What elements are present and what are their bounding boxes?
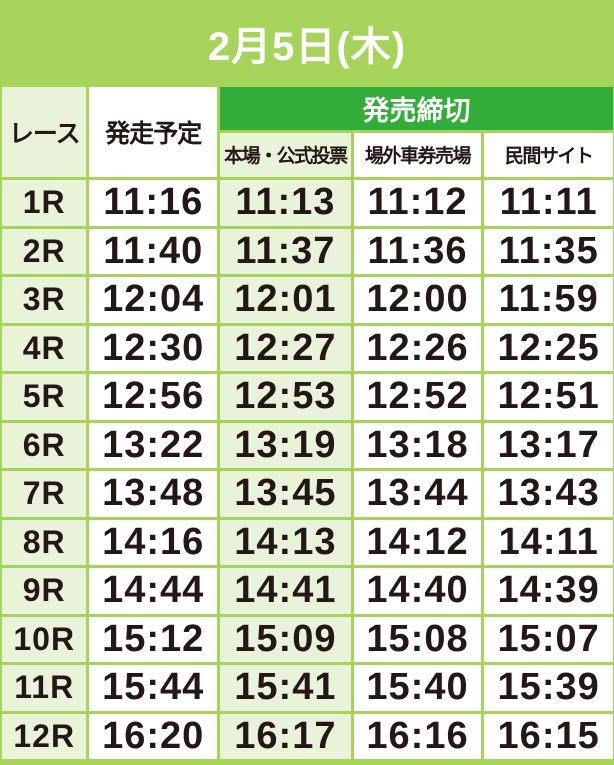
race-number: 8R (2, 519, 87, 565)
table-row: 5R 12:56 12:53 12:52 12:51 (2, 374, 613, 420)
deadline-main-venue: 11:13 (220, 180, 351, 226)
header-offsite: 場外車券売場 (353, 132, 482, 177)
start-time: 12:30 (89, 325, 218, 371)
race-number: 2R (2, 228, 87, 274)
deadline-main-venue: 13:45 (220, 471, 351, 517)
deadline-private-site: 11:11 (484, 180, 613, 226)
deadline-main-venue: 15:41 (220, 665, 351, 711)
deadline-offsite: 13:18 (353, 422, 482, 468)
header-race: レース (2, 87, 87, 177)
table-row: 1R 11:16 11:13 11:12 11:11 (2, 180, 613, 226)
start-time: 14:44 (89, 568, 218, 614)
deadline-offsite: 12:52 (353, 374, 482, 420)
header-start-time: 発走予定 (89, 87, 218, 177)
race-number: 12R (2, 713, 87, 759)
race-number: 9R (2, 568, 87, 614)
deadline-private-site: 11:59 (484, 277, 613, 323)
deadline-main-venue: 14:41 (220, 568, 351, 614)
deadline-main-venue: 15:09 (220, 616, 351, 662)
header-main-venue: 本場・公式投票 (220, 132, 351, 177)
deadline-offsite: 15:40 (353, 665, 482, 711)
start-time: 16:20 (89, 713, 218, 759)
start-time: 13:22 (89, 422, 218, 468)
start-time: 11:40 (89, 228, 218, 274)
race-number: 1R (2, 180, 87, 226)
table-row: 6R 13:22 13:19 13:18 13:17 (2, 422, 613, 468)
deadline-main-venue: 16:17 (220, 713, 351, 759)
start-time: 11:16 (89, 180, 218, 226)
deadline-main-venue: 14:13 (220, 519, 351, 565)
deadline-private-site: 16:15 (484, 713, 613, 759)
deadline-private-site: 14:11 (484, 519, 613, 565)
deadline-offsite: 12:00 (353, 277, 482, 323)
deadline-private-site: 14:39 (484, 568, 613, 614)
race-schedule-table: レース 発走予定 発売締切 本場・公式投票 場外車券売場 民間サイト 1R 11:… (0, 84, 614, 762)
header-deadline: 発売締切 (220, 87, 613, 130)
deadline-offsite: 13:44 (353, 471, 482, 517)
table-row: 12R 16:20 16:17 16:16 16:15 (2, 713, 613, 759)
deadline-private-site: 13:17 (484, 422, 613, 468)
deadline-private-site: 11:35 (484, 228, 613, 274)
start-time: 12:04 (89, 277, 218, 323)
deadline-offsite: 11:12 (353, 180, 482, 226)
deadline-private-site: 15:07 (484, 616, 613, 662)
start-time: 15:12 (89, 616, 218, 662)
deadline-main-venue: 12:53 (220, 374, 351, 420)
deadline-offsite: 16:16 (353, 713, 482, 759)
start-time: 12:56 (89, 374, 218, 420)
race-number: 6R (2, 422, 87, 468)
header-private-site: 民間サイト (484, 132, 613, 177)
deadline-main-venue: 13:19 (220, 422, 351, 468)
deadline-private-site: 13:43 (484, 471, 613, 517)
deadline-offsite: 15:08 (353, 616, 482, 662)
table-row: 9R 14:44 14:41 14:40 14:39 (2, 568, 613, 614)
race-number: 4R (2, 325, 87, 371)
deadline-main-venue: 11:37 (220, 228, 351, 274)
race-number: 11R (2, 665, 87, 711)
deadline-private-site: 12:51 (484, 374, 613, 420)
race-number: 7R (2, 471, 87, 517)
table-row: 11R 15:44 15:41 15:40 15:39 (2, 665, 613, 711)
start-time: 13:48 (89, 471, 218, 517)
deadline-private-site: 15:39 (484, 665, 613, 711)
table-row: 4R 12:30 12:27 12:26 12:25 (2, 325, 613, 371)
table-row: 2R 11:40 11:37 11:36 11:35 (2, 228, 613, 274)
start-time: 14:16 (89, 519, 218, 565)
deadline-offsite: 11:36 (353, 228, 482, 274)
race-number: 10R (2, 616, 87, 662)
race-number: 3R (2, 277, 87, 323)
table-row: 3R 12:04 12:01 12:00 11:59 (2, 277, 613, 323)
deadline-offsite: 14:12 (353, 519, 482, 565)
deadline-main-venue: 12:27 (220, 325, 351, 371)
start-time: 15:44 (89, 665, 218, 711)
deadline-offsite: 14:40 (353, 568, 482, 614)
deadline-main-venue: 12:01 (220, 277, 351, 323)
table-row: 10R 15:12 15:09 15:08 15:07 (2, 616, 613, 662)
deadline-offsite: 12:26 (353, 325, 482, 371)
page-title: 2月5日(木) (207, 24, 407, 69)
deadline-private-site: 12:25 (484, 325, 613, 371)
table-row: 8R 14:16 14:13 14:12 14:11 (2, 519, 613, 565)
race-number: 5R (2, 374, 87, 420)
table-row: 7R 13:48 13:45 13:44 13:43 (2, 471, 613, 517)
